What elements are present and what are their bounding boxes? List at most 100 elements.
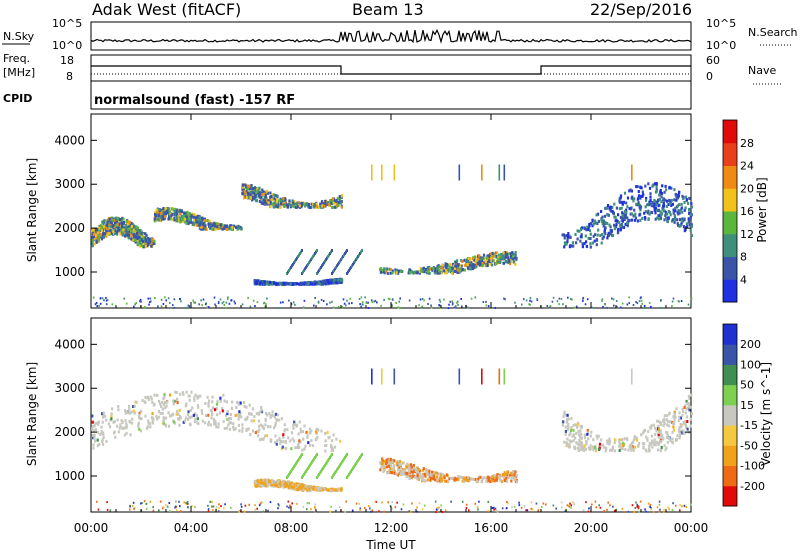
ground-scatter-cell [450,500,452,503]
ground-scatter-cell [573,306,576,309]
echo-cell [122,217,125,221]
echo-cell [290,265,292,269]
ground-scatter-cell [234,302,236,305]
ground-scatter-cell [139,298,142,301]
ground-scatter-cell [265,303,267,306]
echo-cell [114,227,117,231]
echo-cell [665,204,668,208]
echo-cell [140,236,143,240]
echo-cell [223,399,226,403]
ground-scatter-cell [628,296,630,299]
ground-scatter-cell [448,303,450,306]
ground-scatter-cell [567,296,569,299]
echo-cell [346,453,348,456]
echo-cell [673,198,676,202]
echo-cell [97,231,100,234]
echo-cell [487,254,490,258]
echo-cell [566,417,569,421]
echo-cell [653,438,656,442]
echo-cell [568,245,571,249]
echo-cell [145,426,149,430]
echo-cell [314,430,318,434]
echo-cell [577,429,580,433]
ground-scatter-cell [549,305,552,307]
echo-cell [295,282,298,286]
echo-cell [687,217,690,221]
echo-cell [642,445,645,449]
echo-cell [210,416,213,420]
echo-cell [634,212,637,216]
ground-scatter-cell [660,299,662,302]
echo-cell [325,258,327,262]
echo-cell [186,212,189,216]
ground-scatter-cell [160,305,163,308]
echo-cell [455,477,458,481]
ground-scatter-cell [133,305,135,308]
echo-cell [690,412,694,416]
echo-cell [167,411,170,415]
echo-cell [258,186,261,190]
echo-cell [299,427,302,431]
velocity-ylabel: Slant Range [km] [25,362,39,466]
echo-cell [262,202,265,206]
echo-cell [178,423,181,427]
echo-cell [221,225,225,229]
echo-cell [636,219,639,223]
echo-cell [137,421,140,425]
ground-scatter-cell [217,302,220,305]
echo-cell [456,271,459,274]
echo-cell [672,425,675,429]
echo-cell [283,429,286,433]
echo-cell [411,474,414,478]
echo-cell [298,420,301,424]
echo-cell [472,263,475,267]
ground-scatter-cell [638,505,640,508]
echo-cell [464,478,467,482]
echo-cell [603,214,607,218]
echo-cell [263,280,266,284]
ground-scatter-cell [430,304,432,307]
echo-cell [335,437,338,441]
echo-cell [270,195,273,198]
echo-cell [138,411,141,415]
echo-cell [257,419,260,423]
ground-scatter-cell [183,501,185,504]
ground-scatter-cell [503,297,505,300]
echo-cell [589,222,593,225]
echo-cell [616,231,619,235]
ground-scatter-cell [343,302,346,305]
echo-cell [666,199,669,203]
echo-cell [474,478,477,481]
echo-cell [287,474,289,478]
echo-cell [563,241,567,245]
echo-cell [436,271,439,275]
echo-cell [322,281,325,285]
echo-cell [421,269,425,272]
ytick-label: 2000 [54,221,85,235]
echo-cell [644,184,647,188]
echo-cell [328,202,331,206]
echo-cell [122,221,126,224]
echo-cell [397,271,400,275]
echo-cell [291,437,294,441]
colorbar-segment [723,279,737,303]
ground-scatter-cell [518,504,521,507]
echo-cell [269,281,272,285]
echo-cell [263,192,266,196]
echo-cell [261,282,265,286]
ground-scatter-cell [652,511,655,513]
echo-cell [569,235,572,239]
ground-scatter-cell [621,302,624,305]
echo-cell [662,198,665,202]
echo-cell [639,208,642,212]
echo-cell [630,196,633,200]
echo-cell [644,210,647,214]
echo-cell [580,233,583,237]
echo-cell [156,211,159,215]
echo-cell [600,241,603,245]
ground-scatter-cell [672,502,674,505]
ground-scatter-cell [225,306,227,309]
echo-cell [673,412,676,416]
echo-cell [193,396,196,400]
echo-cell [138,244,142,248]
